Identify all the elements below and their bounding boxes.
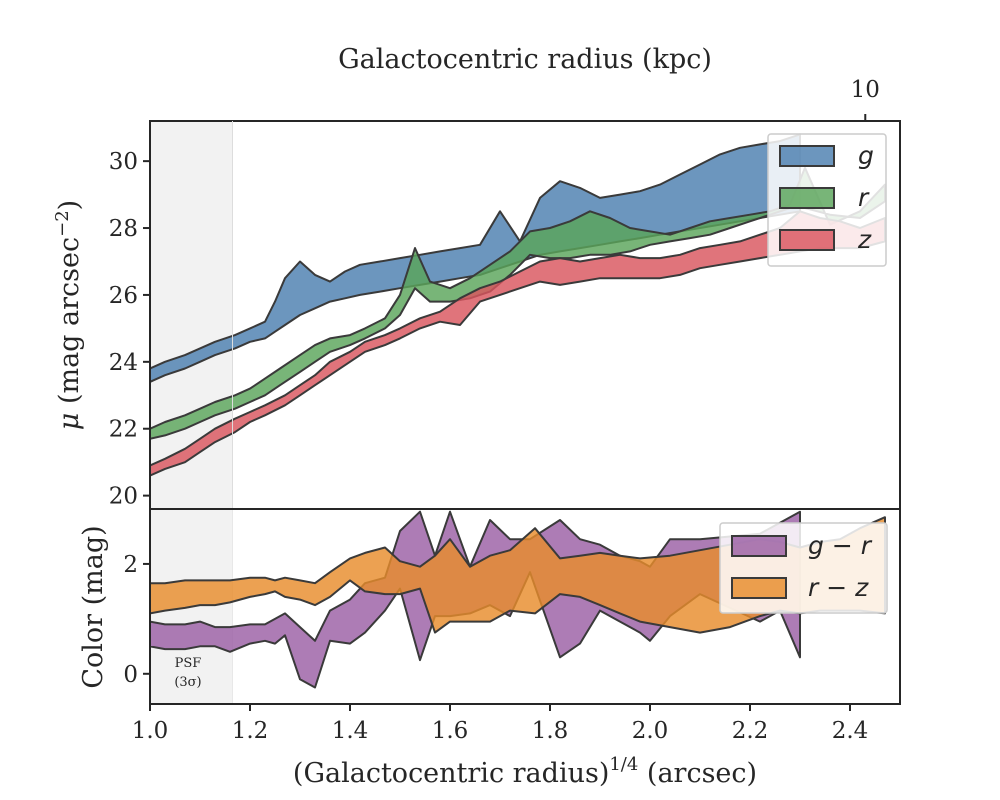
psf-label-line1: PSF <box>175 656 202 671</box>
color-bands <box>150 510 886 689</box>
x-tick-label: 1.4 <box>332 718 369 744</box>
kpc-tick-label: 10 <box>851 77 880 103</box>
top-y-axis-ticks: 20 22 24 26 28 30 <box>109 149 150 510</box>
legend-label: g − r <box>808 531 873 560</box>
x-tick-label: 2.0 <box>632 718 669 744</box>
y-tick-label: 30 <box>109 149 138 175</box>
kpc-axis-ticks: 1020305075100150200 <box>851 77 880 121</box>
bottom-y-axis-title: Color (mag) <box>78 525 109 688</box>
x-tick-label: 1.0 <box>132 718 169 744</box>
y-tick-label: 26 <box>109 283 138 309</box>
legend-swatch <box>779 229 835 251</box>
bottom-y-axis-ticks: 02 <box>123 552 150 688</box>
psf-label-line2: (3σ) <box>174 675 201 690</box>
legend-swatch <box>731 535 787 557</box>
x-tick-label: 2.2 <box>732 718 769 744</box>
bottom-x-axis-title: (Galactocentric radius)1/4 (arcsec) <box>293 754 757 789</box>
color-panel: 02 1.0 1.2 1.4 1.6 1.8 2.0 2.2 2.4 PSF (3σ) Col… <box>78 508 901 789</box>
y-tick-label: 28 <box>109 216 138 242</box>
y-tick-label: 2 <box>123 552 138 578</box>
legend-swatch <box>779 187 835 209</box>
legend-label: r <box>858 183 870 212</box>
legend-swatch <box>779 145 835 167</box>
color-legend: g − r r − z <box>719 522 888 614</box>
x-tick-label: 2.4 <box>832 718 869 744</box>
bottom-x-axis-ticks: 1.0 1.2 1.4 1.6 1.8 2.0 2.2 2.4 <box>132 704 869 744</box>
band-legend: grz <box>767 133 887 267</box>
legend-swatch <box>731 577 787 599</box>
legend-label: r − z <box>808 573 869 602</box>
top-y-axis-title: μ (mag arcsec−2) <box>52 200 85 430</box>
legend-label: g <box>858 141 874 170</box>
kpc-axis-title: Galactocentric radius (kpc) <box>338 44 712 75</box>
top-y-axis-title-text: (mag arcsec <box>54 237 85 413</box>
bottom-panel-frame <box>149 508 901 705</box>
band-r-minus-z <box>150 516 886 634</box>
y-tick-label: 24 <box>109 350 138 376</box>
y-tick-label: 22 <box>109 417 138 443</box>
y-tick-label: 0 <box>123 662 138 688</box>
legend-label: z <box>857 225 872 254</box>
y-tick-label: 20 <box>109 484 138 510</box>
x-tick-label: 1.8 <box>532 718 569 744</box>
x-tick-label: 1.2 <box>232 718 269 744</box>
x-tick-label: 1.6 <box>432 718 469 744</box>
